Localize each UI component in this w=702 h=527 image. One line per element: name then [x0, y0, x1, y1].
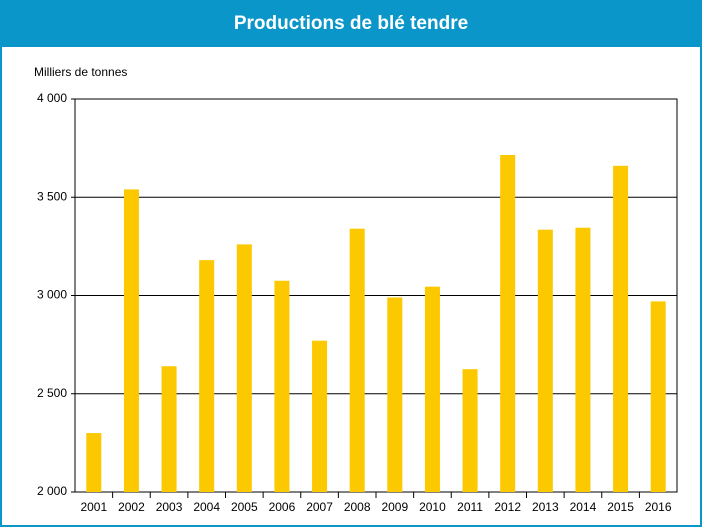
x-tick-label: 2011	[457, 500, 483, 514]
bar	[86, 433, 102, 492]
bar	[349, 228, 365, 492]
bar	[274, 280, 290, 492]
y-tick-label: 2 500	[37, 386, 67, 400]
x-tick-label: 2006	[269, 500, 296, 514]
chart-title: Productions de blé tendre	[234, 13, 468, 34]
bar	[650, 301, 666, 492]
bar	[537, 229, 553, 493]
y-tick-label: 3 500	[37, 189, 67, 203]
bar	[500, 155, 516, 492]
x-tick-label: 2007	[306, 500, 333, 514]
bar	[161, 366, 177, 492]
bar	[424, 286, 440, 492]
x-tick-label: 2015	[607, 500, 634, 514]
bar	[462, 369, 478, 492]
bar	[387, 297, 403, 492]
x-tick-label: 2003	[156, 500, 183, 514]
y-axis-label: Milliers de tonnes	[34, 65, 127, 79]
x-tick-label: 2005	[231, 500, 258, 514]
x-tick-label: 2002	[118, 500, 145, 514]
x-tick-label: 2008	[344, 500, 371, 514]
bar	[613, 165, 629, 492]
bar	[575, 227, 591, 492]
y-tick-label: 2 000	[37, 484, 67, 498]
x-tick-label: 2010	[419, 500, 446, 514]
x-tick-label: 2001	[80, 500, 107, 514]
bar	[199, 260, 215, 492]
x-tick-label: 2014	[570, 500, 597, 514]
bar	[312, 340, 328, 492]
y-tick-label: 3 000	[37, 288, 67, 302]
title-bar	[0, 0, 702, 47]
bar	[236, 244, 252, 492]
x-tick-label: 2013	[532, 500, 559, 514]
x-tick-label: 2009	[381, 500, 408, 514]
y-tick-label: 4 000	[37, 91, 67, 105]
bar	[123, 189, 139, 492]
x-tick-label: 2016	[645, 500, 672, 514]
x-tick-label: 2012	[494, 500, 521, 514]
x-tick-label: 2004	[193, 500, 220, 514]
